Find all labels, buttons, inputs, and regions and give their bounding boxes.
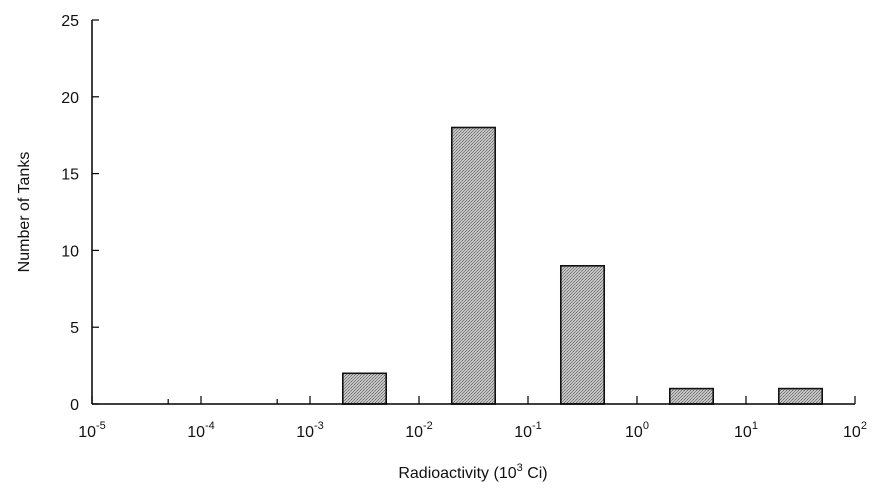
- y-tick-label-4: 20: [61, 90, 79, 107]
- bar-4: [668, 387, 714, 405]
- bar-3: [559, 264, 605, 405]
- x-axis-ticks: 10-5 10-4 10-3 10-2 10-1 100 101 102: [78, 396, 867, 441]
- x-tick-label-3: 10-2: [405, 420, 433, 441]
- x-tick-label-4: 10-1: [514, 420, 542, 441]
- y-tick-label-0: 0: [70, 397, 79, 414]
- bar-2: [450, 126, 496, 405]
- y-tick-label-1: 5: [70, 320, 79, 337]
- y-tick-label-5: 25: [61, 13, 79, 30]
- y-tick-label-3: 15: [61, 167, 79, 184]
- x-axis-title-unit: Ci): [523, 465, 548, 482]
- x-tick-label-6: 101: [734, 420, 758, 441]
- bars: [341, 126, 823, 405]
- x-tick-label-0: 10-5: [78, 420, 106, 441]
- x-tick-label-7: 102: [843, 420, 867, 441]
- bar-1: [341, 372, 387, 405]
- x-axis-title-base: Radioactivity (10: [398, 465, 516, 482]
- y-axis-ticks: 0 5 10 15 20 25: [61, 13, 99, 414]
- x-tick-label-1: 10-4: [187, 420, 215, 441]
- y-tick-label-2: 10: [61, 243, 79, 260]
- x-axis-title-exponent: 3: [517, 462, 523, 474]
- x-tick-label-5: 100: [625, 420, 649, 441]
- x-axis-title: Radioactivity (103 Ci): [398, 462, 547, 482]
- bar-5: [777, 387, 823, 405]
- y-axis-title: Number of Tanks: [16, 152, 33, 273]
- x-tick-label-2: 10-3: [296, 420, 324, 441]
